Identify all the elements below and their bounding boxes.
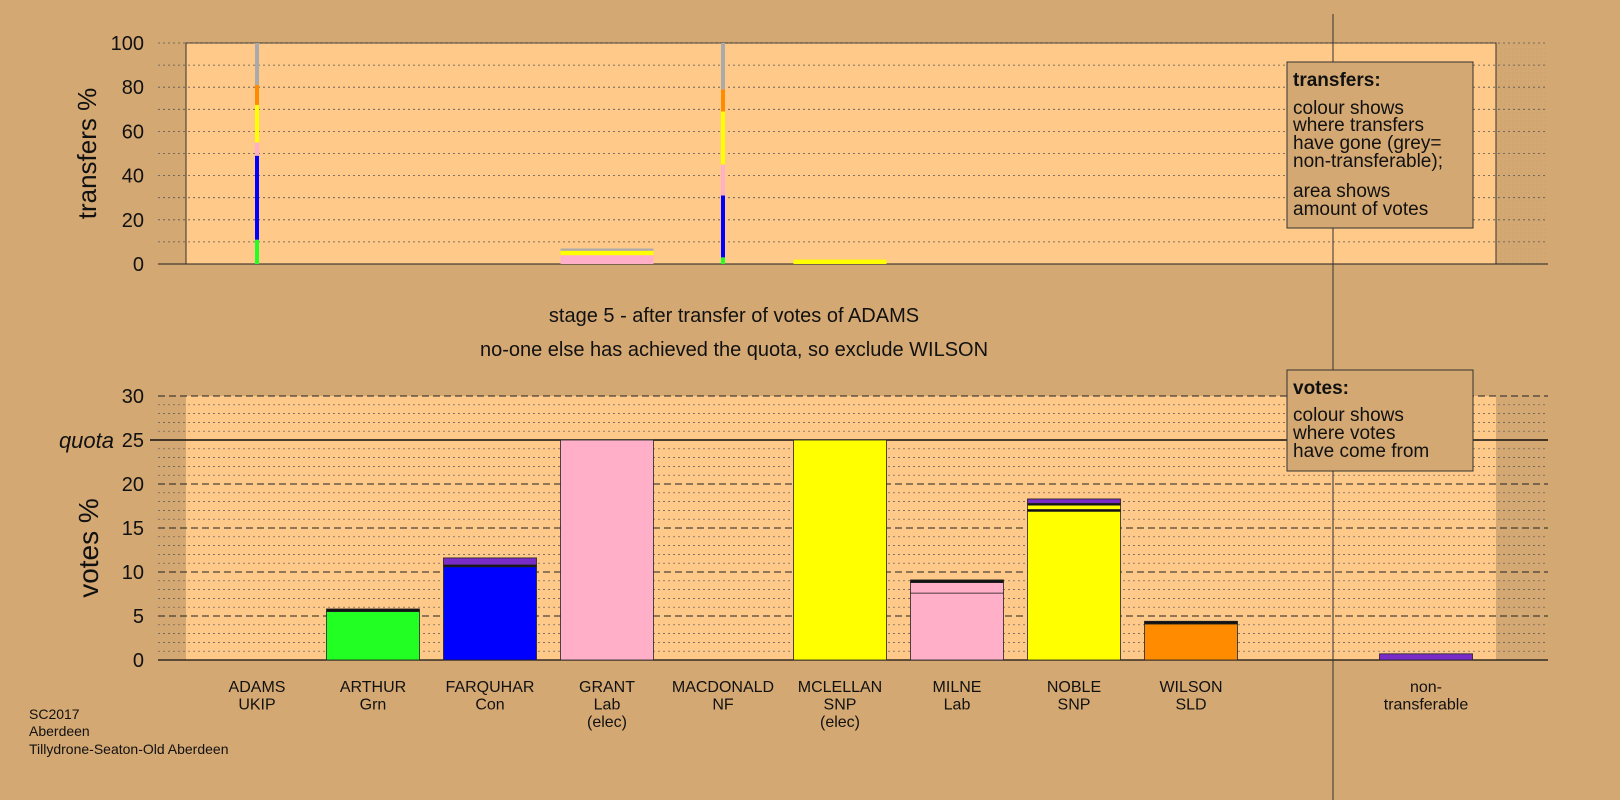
vote-segment-purple [443, 557, 537, 566]
transfer-segment-yellow [560, 250, 654, 256]
votes-y-tick-label: 30 [122, 386, 144, 408]
transfers-legend-line: amount of votes [1293, 199, 1428, 220]
transfer-segment-grey [721, 43, 725, 90]
transfer-segment-yellow [793, 259, 887, 264]
transfers-legend-title: transfers: [1293, 70, 1381, 91]
votes-y-tick-label: 15 [122, 518, 144, 540]
transfers-bars [255, 43, 887, 264]
transfers-y-ticks: 0 20 40 60 80 100 [111, 33, 144, 276]
vote-segment-yellow [793, 439, 887, 661]
quota-label: quota [59, 428, 114, 453]
transfers-legend-line: where transfers [1292, 115, 1424, 136]
transfers-y-tick-label: 100 [111, 33, 144, 55]
stage-subtitle: no-one else has achieved the quota, so e… [480, 339, 988, 361]
votes-y-tick-label: 5 [133, 606, 144, 628]
transfer-segment-blue [721, 195, 725, 258]
transfer-segment-yellow [721, 111, 725, 165]
transfers-legend-line: non-transferable); [1293, 151, 1443, 172]
transfers-y-tick-label: 0 [133, 254, 144, 276]
candidate-name: MILNE [933, 679, 982, 696]
candidate-name: FARQUHAR [446, 679, 535, 696]
candidate-status: (elec) [587, 714, 627, 731]
nontransferable-label: transferable [1384, 697, 1469, 714]
votes-y-ticks: 0 5 10 15 20 25 30 [122, 386, 144, 672]
candidate-party: SLD [1175, 697, 1206, 714]
vote-segment-black [910, 579, 1004, 583]
transfers-y-axis-label: transfers % [72, 88, 102, 220]
votes-y-tick-label: 0 [133, 650, 144, 672]
candidate-party: UKIP [238, 697, 275, 714]
candidate-party: Lab [594, 697, 621, 714]
vote-segment-yellow [1027, 504, 1121, 510]
footer-council: Aberdeen [29, 723, 90, 739]
transfer-segment-orange [721, 89, 725, 112]
candidate-status: (elec) [820, 714, 860, 731]
candidate-name: ADAMS [229, 679, 286, 696]
vote-segment-purple [1027, 498, 1121, 504]
footer-ward: Tillydrone-Seaton-Old Aberdeen [29, 741, 229, 757]
votes-legend: votes: colour shows where votes have com… [1286, 369, 1474, 472]
candidate-name: WILSON [1159, 679, 1222, 696]
candidate-name: MCLELLAN [798, 679, 882, 696]
vote-segment-purple [1379, 653, 1473, 661]
candidate-party: Grn [360, 697, 387, 714]
nontransferable-label: non- [1410, 679, 1442, 696]
vote-segment-pink [910, 592, 1004, 661]
transfers-chart: 0 20 40 60 80 100 transfers % [72, 33, 1548, 276]
candidate-labels: ADAMSUKIPARTHURGrnFARQUHARConGRANTLab(el… [229, 679, 1469, 731]
stage-title: stage 5 - after transfer of votes of ADA… [549, 305, 919, 327]
transfer-segment-blue [255, 155, 259, 240]
votes-bars [326, 439, 1473, 661]
transfers-gridlines [158, 42, 1548, 265]
transfers-right-margin [1496, 43, 1548, 264]
votes-legend-line: where votes [1292, 423, 1395, 444]
transfer-segment-orange [255, 84, 259, 105]
candidate-name: MACDONALD [672, 679, 774, 696]
transfers-legend-line: have gone (grey= [1293, 133, 1441, 154]
candidate-name: ARTHUR [340, 679, 406, 696]
transfers-y-tick-label: 40 [122, 166, 144, 188]
transfers-y-tick-label: 60 [122, 121, 144, 143]
votes-legend-line: colour shows [1293, 405, 1404, 426]
votes-y-tick-label: 25 [122, 430, 144, 452]
transfer-segment-green [255, 239, 259, 264]
candidate-name: GRANT [579, 679, 635, 696]
footer-election: SC2017 [29, 706, 80, 722]
vote-segment-yellow [1027, 510, 1121, 661]
votes-y-tick-label: 10 [122, 562, 144, 584]
transfer-segment-pink [721, 164, 725, 196]
transfers-y-tick-label: 20 [122, 210, 144, 232]
transfer-segment-pink [560, 255, 654, 264]
transfer-segment-yellow [255, 104, 259, 143]
transfer-segment-grey [560, 248, 654, 251]
transfer-segment-grey [255, 43, 259, 85]
votes-legend-title: votes: [1293, 378, 1349, 399]
vote-segment-blue [443, 566, 537, 661]
votes-y-axis-label: votes % [73, 498, 104, 598]
candidate-party: NF [712, 697, 734, 714]
vote-segment-pink [910, 582, 1004, 594]
transfer-segment-pink [255, 142, 259, 156]
vote-segment-orange [1144, 623, 1238, 661]
votes-legend-line: have come from [1293, 441, 1429, 462]
vote-segment-black [326, 608, 420, 613]
candidate-party: SNP [824, 697, 857, 714]
vote-segment-black [1144, 620, 1238, 625]
candidate-party: Lab [944, 697, 971, 714]
candidate-name: NOBLE [1047, 679, 1101, 696]
vote-segment-green [326, 611, 420, 661]
transfers-legend: transfers: colour shows where transfers … [1286, 61, 1474, 229]
candidate-party: Con [475, 697, 504, 714]
votes-y-tick-label: 20 [122, 474, 144, 496]
transfer-segment-green [721, 257, 725, 264]
vote-segment-pink [560, 439, 654, 661]
candidate-party: SNP [1058, 697, 1091, 714]
transfers-y-tick-label: 80 [122, 77, 144, 99]
transfers-legend-line: colour shows [1293, 98, 1404, 119]
transfers-legend-line: area shows [1293, 181, 1390, 202]
